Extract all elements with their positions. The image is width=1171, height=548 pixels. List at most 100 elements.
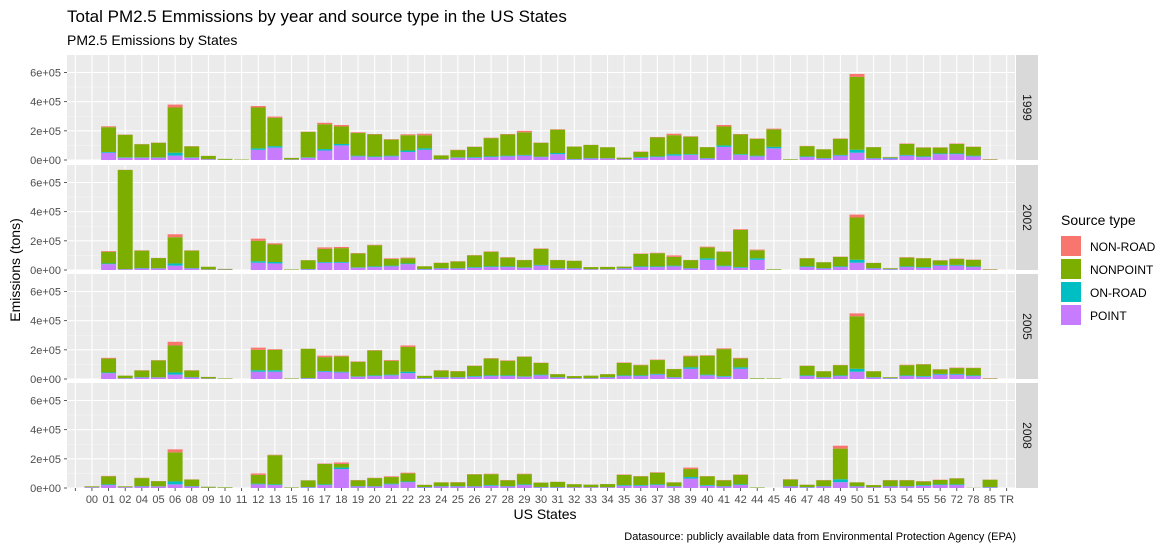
bar-segment-point <box>616 485 632 488</box>
bar-2008-25 <box>450 482 466 488</box>
bar-2008-41 <box>716 479 732 488</box>
bar-segment-nonpoint <box>84 486 100 488</box>
bar-segment-point <box>333 145 349 160</box>
bar-segment-point <box>916 376 932 379</box>
bar-segment-point <box>583 378 599 379</box>
bar-segment-nonpoint <box>716 126 732 146</box>
bar-2002-16 <box>300 260 316 270</box>
bar-segment-point <box>666 155 682 160</box>
bar-segment-on-road <box>250 261 266 263</box>
bar-segment-point <box>965 267 981 270</box>
y-tick-label: 4e+05 <box>30 425 61 437</box>
bar-segment-non-road <box>400 472 416 474</box>
bar-segment-nonpoint <box>600 374 616 378</box>
bar-segment-nonpoint <box>649 360 665 374</box>
bar-segment-on-road <box>333 371 349 373</box>
bar-segment-nonpoint <box>616 474 632 486</box>
bar-1999-55 <box>916 147 932 160</box>
bar-segment-nonpoint <box>433 155 449 160</box>
bar-2002-25 <box>450 261 466 270</box>
bar-1999-40 <box>699 147 715 160</box>
bar-segment-nonpoint <box>799 365 815 376</box>
bar-segment-non-road <box>101 251 117 252</box>
bar-segment-nonpoint <box>350 361 366 377</box>
bar-segment-nonpoint <box>566 260 582 269</box>
bar-segment-nonpoint <box>699 247 715 259</box>
bar-segment-nonpoint <box>483 474 499 486</box>
bar-segment-nonpoint <box>649 253 665 267</box>
bar-segment-on-road <box>733 154 749 155</box>
bar-segment-nonpoint <box>466 255 482 268</box>
bar-1999-42 <box>733 134 749 160</box>
bar-segment-on-road <box>683 477 699 479</box>
bar-segment-nonpoint <box>583 267 599 270</box>
bar-segment-nonpoint <box>400 473 416 482</box>
bar-segment-nonpoint <box>433 263 449 269</box>
bar-segment-point <box>616 268 632 270</box>
bar-segment-on-road <box>666 154 682 156</box>
bar-2008-09 <box>200 486 216 488</box>
bar-segment-point <box>450 486 466 488</box>
legend-label-nonpoint: NONPOINT <box>1090 263 1154 277</box>
bar-segment-point <box>300 269 316 270</box>
bar-segment-nonpoint <box>300 348 316 378</box>
bar-segment-nonpoint <box>466 365 482 377</box>
y-tick-label: 0e+00 <box>30 265 61 277</box>
bar-2005-15 <box>284 378 300 379</box>
bar-segment-point <box>466 486 482 488</box>
bar-segment-point <box>550 154 566 160</box>
bar-segment-on-road <box>383 374 399 376</box>
bar-segment-point <box>533 375 549 379</box>
bar-segment-non-road <box>400 257 416 259</box>
bar-segment-nonpoint <box>949 143 965 154</box>
bar-segment-point <box>317 262 333 270</box>
x-tick-label: 27 <box>485 494 497 506</box>
bar-segment-on-road <box>616 375 632 377</box>
bar-segment-point <box>483 267 499 270</box>
x-tick-label: 53 <box>884 494 896 506</box>
bar-segment-non-road <box>250 473 266 475</box>
bar-2002-02 <box>117 169 133 270</box>
bar-segment-nonpoint <box>300 260 316 269</box>
legend-key-point <box>1061 305 1081 325</box>
bar-segment-nonpoint <box>117 134 133 158</box>
y-tick-label: 0e+00 <box>30 374 61 386</box>
bar-segment-on-road <box>949 484 965 486</box>
bar-segment-nonpoint <box>683 136 699 155</box>
bar-segment-non-road <box>101 126 117 128</box>
bar-segment-on-road <box>250 148 266 150</box>
x-tick-label: 04 <box>136 494 148 506</box>
bar-2008-51 <box>866 485 882 488</box>
bar-segment-point <box>533 487 549 488</box>
bar-segment-on-road <box>466 157 482 158</box>
bar-segment-on-road <box>916 156 932 158</box>
bar-segment-nonpoint <box>317 124 333 150</box>
x-tick-label: 47 <box>801 494 813 506</box>
bar-2002-27 <box>483 251 499 270</box>
bar-2005-16 <box>300 348 316 379</box>
bar-2002-56 <box>932 260 948 270</box>
bar-segment-point <box>134 157 150 160</box>
bar-segment-on-road <box>633 266 649 268</box>
bar-segment-non-road <box>683 355 699 357</box>
bar-segment-non-road <box>516 130 532 133</box>
bar-segment-on-road <box>699 485 715 486</box>
bar-2008-06 <box>167 449 183 488</box>
bar-segment-on-road <box>167 481 183 485</box>
bar-2005-26 <box>466 365 482 379</box>
bar-segment-point <box>417 378 433 379</box>
bar-segment-point <box>799 267 815 270</box>
bar-segment-on-road <box>932 484 948 486</box>
bar-segment-on-road <box>516 484 532 486</box>
bar-1999-22 <box>400 134 416 160</box>
bar-2002-15 <box>284 269 300 270</box>
x-tick-label: 06 <box>169 494 181 506</box>
bar-segment-point <box>300 157 316 160</box>
bar-segment-non-road <box>666 255 682 257</box>
bar-segment-on-road <box>965 375 981 377</box>
bar-segment-non-road <box>733 229 749 230</box>
bar-segment-nonpoint <box>400 258 416 264</box>
bar-segment-non-road <box>333 125 349 127</box>
bar-1999-08 <box>184 146 200 160</box>
bar-segment-nonpoint <box>899 480 915 487</box>
